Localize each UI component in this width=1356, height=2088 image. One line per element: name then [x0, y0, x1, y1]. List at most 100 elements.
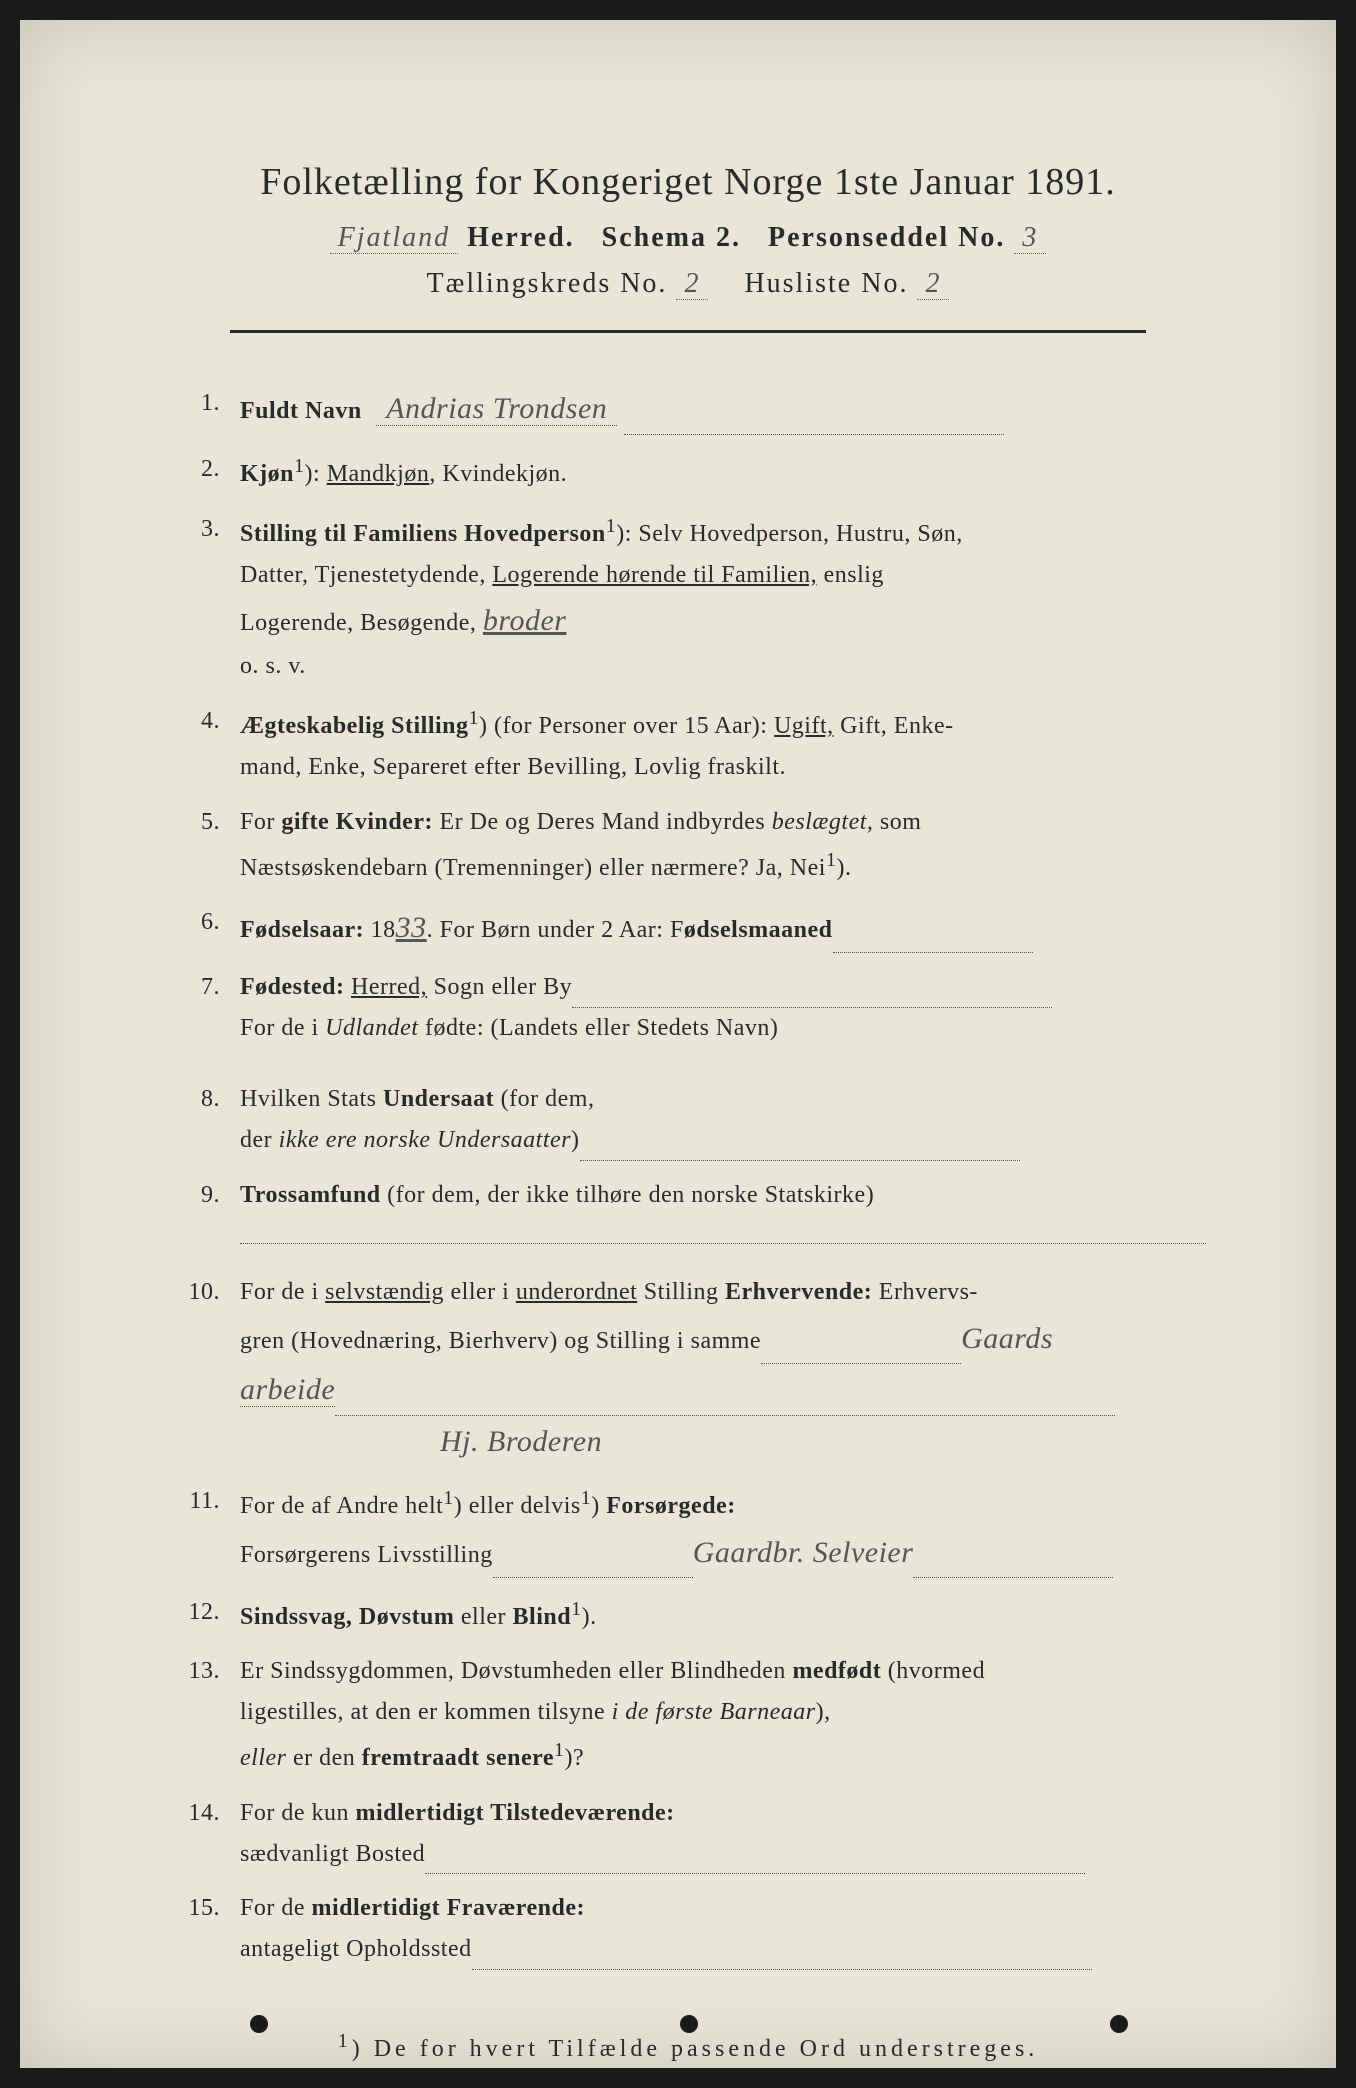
t11-b: Forsørgede: [606, 1493, 735, 1519]
herred-handwritten: Fjatland [330, 222, 458, 254]
num-12: 12. [180, 1592, 240, 1638]
name-hw: Andrias Trondsen [376, 392, 617, 426]
num-1: 1. [180, 383, 240, 435]
t12-b2: Blind [513, 1604, 572, 1630]
t5-4: Næstsøskendebarn (Tremenninger) eller næ… [240, 855, 826, 881]
t4-3: mand, Enke, Separeret efter Bevilling, L… [240, 754, 786, 780]
line3-1: : Selv Hovedperson, Hustru, Søn, [625, 521, 963, 547]
husliste-label: Husliste No. [744, 268, 908, 299]
t6-1: 18 [364, 917, 396, 943]
t11-4: Forsørgerens Livsstilling [240, 1542, 493, 1568]
t5-5: ). [836, 855, 851, 881]
t13-2: (hvormed [881, 1658, 985, 1684]
sup-2: 1 [294, 455, 305, 477]
census-form-page: Folketælling for Kongeriget Norge 1ste J… [20, 20, 1336, 2068]
sup-3: 1 [606, 515, 617, 537]
t5-3: som [873, 809, 921, 835]
t14-2: sædvanligt Bosted [240, 1841, 425, 1867]
t5-i: beslægtet, [772, 809, 874, 835]
t8-1: Hvilken Stats [240, 1086, 383, 1112]
punch-hole-3 [1110, 2015, 1128, 2033]
line3-2b: enslig [817, 562, 884, 588]
num-2: 2. [180, 449, 240, 495]
t13-4: ), [816, 1699, 831, 1725]
label-2: Kjøn [240, 461, 294, 487]
content-8: Hvilken Stats Undersaat (for dem, der ik… [240, 1079, 1206, 1161]
t10-5: gren (Hovednæring, Bierhverv) og Stillin… [240, 1328, 761, 1354]
personseddel-hw: 3 [1014, 222, 1046, 254]
t13-b2: fremtraadt senere [362, 1745, 554, 1771]
num-4: 4. [180, 701, 240, 788]
dot-10b [335, 1415, 1115, 1416]
hw-10a: Gaards [961, 1322, 1053, 1355]
content-15: For de midlertidigt Fraværende: antageli… [240, 1888, 1206, 1970]
dot-7 [572, 1007, 1052, 1008]
dot-10a [761, 1363, 961, 1364]
sup-13: 1 [554, 1739, 565, 1761]
item-15: 15. For de midlertidigt Fraværende: anta… [180, 1888, 1206, 1970]
label-1: Fuldt Navn [240, 398, 362, 424]
footnote: 1) De for hvert Tilfælde passende Ord un… [170, 2030, 1206, 2063]
num-8: 8. [180, 1079, 240, 1161]
content-6: Fødselsaar: 1833. For Børn under 2 Aar: … [240, 902, 1206, 953]
item-11: 11. For de af Andre helt1) eller delvis1… [180, 1481, 1206, 1578]
num-9: 9. [180, 1175, 240, 1258]
hw-6: 33 [396, 911, 427, 944]
item-5: 5. For gifte Kvinder: Er De og Deres Man… [180, 802, 1206, 889]
item-4: 4. Ægteskabelig Stilling1) (for Personer… [180, 701, 1206, 788]
label-4: Ægteskabelig Stilling [240, 713, 469, 739]
num-5: 5. [180, 802, 240, 889]
t13-3: ligestilles, at den er kommen tilsyne [240, 1699, 612, 1725]
num-3: 3. [180, 509, 240, 687]
item-7: 7. Fødested: Herred, Sogn eller By For d… [180, 967, 1206, 1049]
t13-b1: medfødt [792, 1658, 881, 1684]
content-3: Stilling til Familiens Hovedperson1): Se… [240, 509, 1206, 687]
content-10: For de i selvstændig eller i underordnet… [240, 1272, 1206, 1467]
hw-10c: Hj. Broderen [440, 1425, 602, 1458]
t7-u: Herred, [351, 974, 427, 1000]
t12-2: ). [582, 1604, 597, 1630]
t10-u1: selvstændig [325, 1279, 444, 1305]
num-7: 7. [180, 967, 240, 1049]
content-9: Trossamfund (for dem, der ikke tilhøre d… [240, 1175, 1206, 1258]
dot-11 [493, 1577, 693, 1578]
t9-b: Trossamfund [240, 1182, 381, 1208]
punch-hole-2 [680, 2015, 698, 2033]
header-row-2: Tællingskreds No. 2 Husliste No. 2 [170, 268, 1206, 300]
t7-i: Udlandet [325, 1015, 418, 1041]
t4-u: Ugift, [774, 713, 834, 739]
content-14: For de kun midlertidigt Tilstedeværende:… [240, 1793, 1206, 1875]
dot-15 [472, 1969, 1092, 1970]
dot-9 [240, 1215, 1206, 1244]
t12-1: eller [454, 1604, 512, 1630]
line3-2: Datter, Tjenestetydende, [240, 562, 492, 588]
content-11: For de af Andre helt1) eller delvis1) Fo… [240, 1481, 1206, 1578]
text-2: : Mandkjøn, Kvindekjøn. [313, 461, 567, 487]
t11-2: ) eller delvis [454, 1493, 581, 1519]
item-9: 9. Trossamfund (for dem, der ikke tilhør… [180, 1175, 1206, 1258]
hw-10b: arbeide [240, 1373, 335, 1407]
t6-b2: ødselsmaaned [684, 917, 833, 943]
t8-4: ) [571, 1127, 580, 1153]
header-row-1: Fjatland Herred. Schema 2. Personseddel … [170, 222, 1206, 254]
t8-i: ikke ere norske Undersaatter [279, 1127, 571, 1153]
sup-5: 1 [826, 849, 837, 871]
content-4: Ægteskabelig Stilling1) (for Personer ov… [240, 701, 1206, 788]
t13-1: Er Sindssygdommen, Døvstumheden eller Bl… [240, 1658, 792, 1684]
content-7: Fødested: Herred, Sogn eller By For de i… [240, 967, 1206, 1049]
t13-5: eller [240, 1745, 286, 1771]
t14-b: midlertidigt Tilstedeværende: [356, 1800, 675, 1826]
dot-8 [580, 1160, 1020, 1161]
t10-u2: underordnet [516, 1279, 637, 1305]
t7-2: For de i [240, 1015, 325, 1041]
t4-2: Gift, Enke- [834, 713, 954, 739]
num-13: 13. [180, 1651, 240, 1778]
hw-3: broder [483, 604, 567, 637]
t8-2: (for dem, [494, 1086, 594, 1112]
t14-1: For de kun [240, 1800, 356, 1826]
content-1: Fuldt Navn Andrias Trondsen [240, 383, 1206, 435]
t10-1: For de i [240, 1279, 325, 1305]
t8-3: der [240, 1127, 279, 1153]
t11-1: For de af Andre helt [240, 1493, 443, 1519]
num-11: 11. [180, 1481, 240, 1578]
